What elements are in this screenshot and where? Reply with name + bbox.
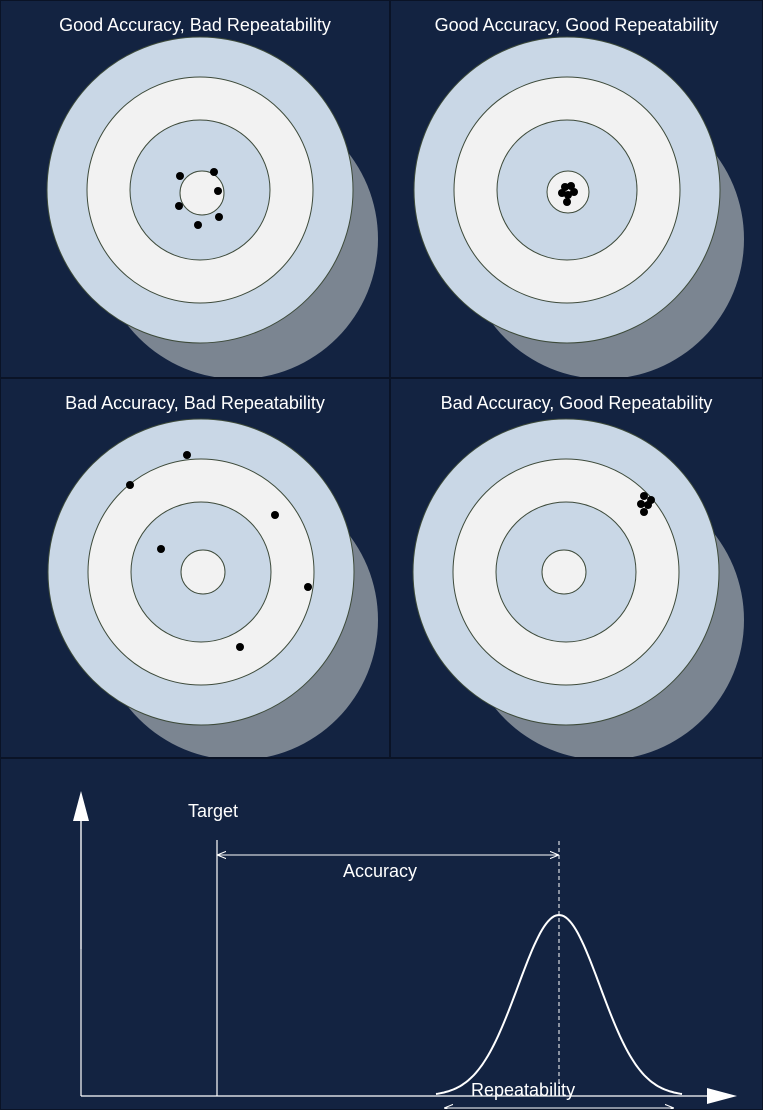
hit-mark — [126, 481, 134, 489]
panel-title: Bad Accuracy, Bad Repeatability — [65, 393, 325, 413]
hit-mark — [567, 182, 575, 190]
hits — [558, 182, 578, 206]
target-graphic — [47, 418, 378, 757]
distribution-diagram-panel: Target Accuracy Repeatability — [0, 758, 763, 1110]
hit-mark — [210, 168, 218, 176]
panel-title: Good Accuracy, Good Repeatability — [434, 15, 719, 35]
distribution-curve — [435, 914, 683, 1095]
panel-title: Bad Accuracy, Good Repeatability — [440, 393, 713, 413]
target-label: Target — [188, 801, 239, 821]
target-graphic — [413, 36, 744, 377]
target-graphic — [46, 36, 378, 377]
hits — [637, 492, 655, 516]
hit-mark — [563, 198, 571, 206]
x-axis-arrowhead — [707, 1088, 737, 1104]
target-bullseye — [541, 549, 587, 595]
hit-mark — [175, 202, 183, 210]
hit-mark — [304, 583, 312, 591]
target-graphic — [412, 418, 744, 757]
hit-mark — [561, 183, 569, 191]
distribution-diagram — [73, 791, 737, 1110]
hit-mark — [570, 188, 578, 196]
hit-mark — [236, 643, 244, 651]
panel-good-accuracy-good-repeatability: Good Accuracy, Good Repeatability — [390, 0, 763, 378]
accuracy-label: Accuracy — [343, 861, 418, 881]
target-bullseye — [180, 549, 226, 595]
hits — [126, 451, 312, 651]
hit-mark — [183, 451, 191, 459]
hit-mark — [215, 213, 223, 221]
hit-mark — [214, 187, 222, 195]
panel-good-accuracy-bad-repeatability: Good Accuracy, Bad Repeatability — [0, 0, 390, 378]
hit-mark — [194, 221, 202, 229]
panel-bad-accuracy-bad-repeatability: Bad Accuracy, Bad Repeatability — [0, 378, 390, 758]
hit-mark — [640, 508, 648, 516]
hit-mark — [157, 545, 165, 553]
panel-title: Good Accuracy, Bad Repeatability — [59, 15, 331, 35]
target-bullseye — [179, 170, 225, 216]
hit-mark — [644, 501, 652, 509]
repeatability-label: Repeatability — [471, 1080, 576, 1100]
hit-mark — [271, 511, 279, 519]
panel-bad-accuracy-good-repeatability: Bad Accuracy, Good Repeatability — [390, 378, 763, 758]
hit-mark — [637, 500, 645, 508]
hit-mark — [564, 191, 572, 199]
hit-mark — [176, 172, 184, 180]
y-axis-arrowhead — [73, 791, 89, 821]
hit-mark — [640, 492, 648, 500]
hits — [175, 168, 223, 229]
